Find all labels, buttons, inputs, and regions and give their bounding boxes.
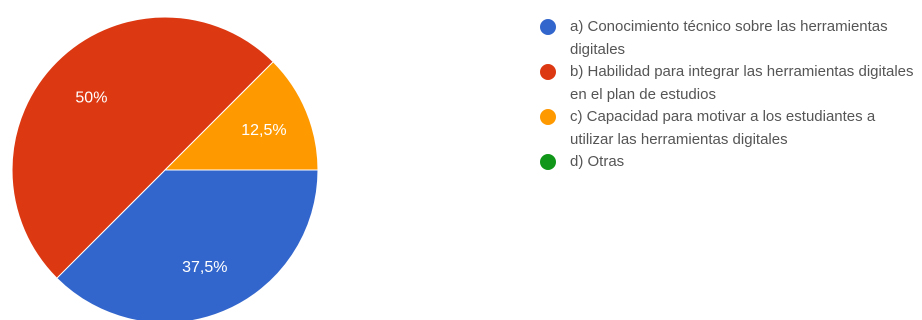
pie-slices: [11, 16, 319, 320]
legend-label: a) Conocimiento técnico sobre las herram…: [570, 18, 888, 58]
legend-item-d: d) Otras: [540, 151, 920, 174]
slice-label-a: 37,5%: [182, 259, 227, 276]
legend-swatch: [540, 64, 556, 80]
legend-item-c: c) Capacidad para motivar a los estudian…: [540, 106, 920, 151]
legend-label: c) Capacidad para motivar a los estudian…: [570, 108, 876, 148]
legend-item-b: b) Habilidad para integrar las herramien…: [540, 61, 920, 106]
legend-item-a: a) Conocimiento técnico sobre las herram…: [540, 16, 920, 61]
pie-chart: 37,5% 50% 12,5%: [11, 16, 319, 320]
legend: a) Conocimiento técnico sobre las herram…: [540, 16, 920, 174]
legend-label: d) Otras: [570, 153, 625, 170]
legend-swatch: [540, 19, 556, 35]
slice-label-c: 12,5%: [241, 122, 286, 139]
legend-label: b) Habilidad para integrar las herramien…: [570, 63, 914, 103]
slice-label-b: 50%: [75, 89, 107, 106]
legend-swatch: [540, 109, 556, 125]
pie-labels: 37,5% 50% 12,5%: [75, 89, 286, 276]
pie-slice-c: [163, 61, 319, 171]
legend-swatch: [540, 154, 556, 170]
pie-slice-b: [11, 16, 274, 279]
pie-slice-a: [56, 169, 319, 320]
